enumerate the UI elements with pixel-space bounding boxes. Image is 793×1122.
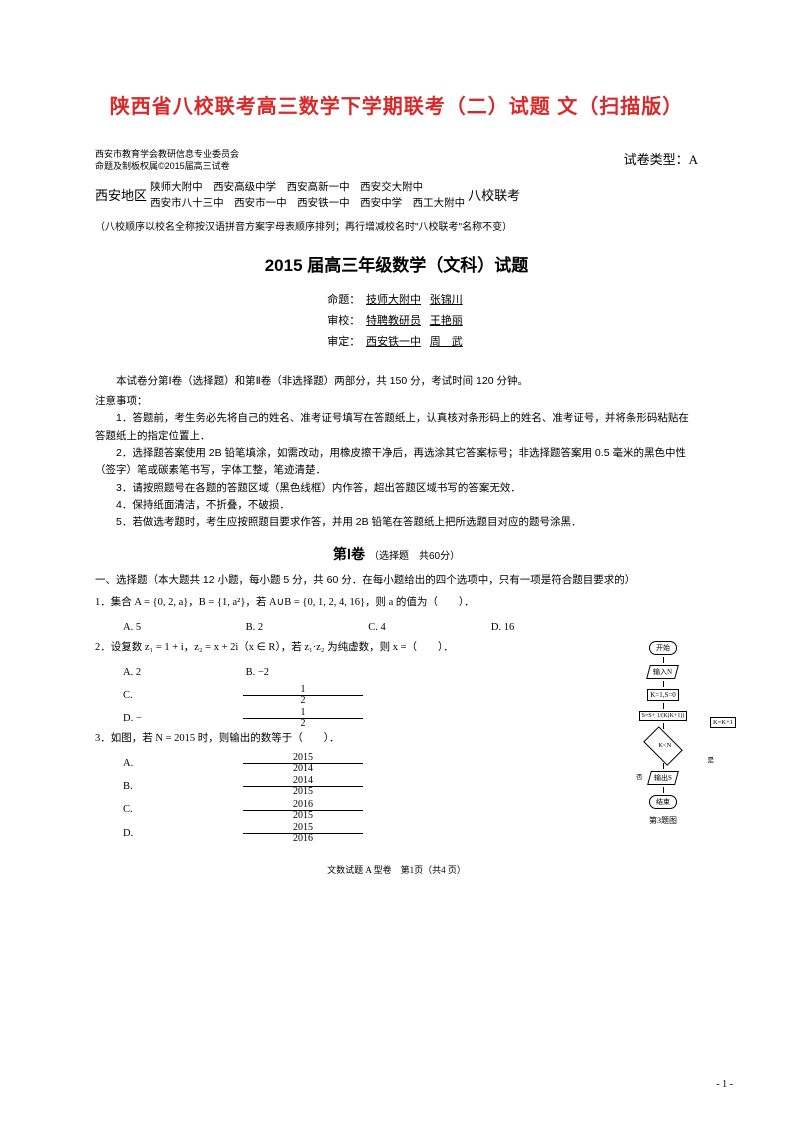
q2-opt-a: A. 2 xyxy=(123,661,243,684)
notice-2: 2．选择题答案使用 2B 铅笔填涂，如需改动，用橡皮擦干净后，再选涂其它答案标号… xyxy=(95,445,698,480)
q3a-den: 2014 xyxy=(243,764,363,774)
q3c-prefix: C. xyxy=(123,798,243,821)
flowchart: 开始 输入N K=1,S=0 S=S+ 1/(K(K+1)) K=K+1 K<N… xyxy=(618,639,708,826)
q2-opt-c: C. 12 xyxy=(123,684,363,707)
q3-opt-c: C. 20162015 xyxy=(123,798,363,821)
q2d-den: 2 xyxy=(243,719,363,729)
question-2: 2．设复数 z₁ = 1 + i，z₂ = x + 2i（x ∈ R），若 z₁… xyxy=(95,639,698,657)
c1-school: 技师大附中 xyxy=(363,294,424,306)
meta-line2: 命题及制板权属©2015届高三试卷 xyxy=(95,161,239,173)
fc-caption: 第3题图 xyxy=(618,815,708,826)
credits: 命题： 技师大附中 张锦川 审校： 特聘教研员 王艳丽 审定： 西安铁一中 周 … xyxy=(95,290,698,353)
fc-cond: K<N xyxy=(643,727,683,767)
q3b-den: 2015 xyxy=(243,787,363,797)
section-1-head: 第Ⅰ卷 （选择题 共60分） xyxy=(95,544,698,564)
q2-opt-d: D. −12 xyxy=(123,707,363,730)
schools: 陕师大附中 西安高级中学 西安高新一中 西安交大附中 西安市八十三中 西安市一中… xyxy=(150,180,465,212)
question-3: 3．如图，若 N = 2015 时，则输出的数等于（ ）． xyxy=(95,730,698,748)
fc-input: 输入N xyxy=(647,665,680,679)
section-1-sub: （选择题 共60分） xyxy=(369,551,460,562)
q1-opt-c: C. 4 xyxy=(368,616,488,639)
section-1-title: 第Ⅰ卷 xyxy=(333,546,365,562)
q3d-num: 2015 xyxy=(243,823,363,834)
notice-3: 3．请按照题号在各题的答题区域（黑色线框）内作答，超出答题区域书写的答案无效． xyxy=(95,480,698,497)
meta-left: 西安市教育学会教研信息专业委员会 命题及制板权属©2015届高三试卷 xyxy=(95,149,239,172)
c3-label: 审定： xyxy=(327,336,360,348)
q2-opt-b: B. −2 xyxy=(246,661,366,684)
fc-init: K=1,S=0 xyxy=(647,689,679,701)
question-1: 1．集合 A = {0, 2, a}，B = {1, a²}，若 A∪B = {… xyxy=(95,594,698,612)
c1-name: 张锦川 xyxy=(427,294,466,306)
notice-1: 1．答题前，考生务必先将自己的姓名、准考证号填写在答题纸上，认真核对条形码上的姓… xyxy=(95,410,698,445)
credit-row3: 审定： 西安铁一中 周 武 xyxy=(95,332,698,353)
q3-opt-a: A. 20152014 xyxy=(123,752,363,775)
fc-no: 否 xyxy=(636,771,643,781)
fc-line xyxy=(663,763,664,769)
fc-output: 输出S xyxy=(647,771,679,785)
c2-school: 特聘教研员 xyxy=(363,315,424,327)
region-row: 西安地区 陕师大附中 西安高级中学 西安高新一中 西安交大附中 西安市八十三中 … xyxy=(95,180,698,212)
q3b-prefix: B. xyxy=(123,775,243,798)
q1-opt-b: B. 2 xyxy=(246,616,366,639)
q1-opt-a: A. 5 xyxy=(123,616,243,639)
q2c-prefix: C. xyxy=(123,684,243,707)
fc-line xyxy=(663,657,664,663)
q3-opt-d: D. 20152016 xyxy=(123,822,363,845)
q2-wrapper: 2．设复数 z₁ = 1 + i，z₂ = x + 2i（x ∈ R），若 z₁… xyxy=(95,639,698,844)
fc-line xyxy=(663,681,664,687)
c1-label: 命题： xyxy=(327,294,360,306)
paper-type: 试卷类型：A xyxy=(624,149,698,168)
meta-line1: 西安市教育学会教研信息专业委员会 xyxy=(95,149,239,161)
fc-line xyxy=(663,703,664,709)
fc-inc: K=K+1 xyxy=(710,717,736,728)
q1-options: A. 5 B. 2 C. 4 D. 16 xyxy=(95,616,698,639)
q3c-num: 2016 xyxy=(243,800,363,811)
notice-4: 4．保持纸面清洁，不折叠，不破损． xyxy=(95,497,698,514)
c3-school: 西安铁一中 xyxy=(363,336,424,348)
main-title: 陕西省八校联考高三数学下学期联考（二）试题 文（扫描版） xyxy=(95,90,698,119)
notice-head: 注意事项： xyxy=(95,393,698,408)
fc-end: 结束 xyxy=(649,795,677,809)
credit-row2: 审校： 特聘教研员 王艳丽 xyxy=(95,311,698,332)
q3-opt-b: B. 20142015 xyxy=(123,775,363,798)
page-number: - 1 - xyxy=(716,1079,733,1090)
intro: 本试卷分第Ⅰ卷（选择题）和第Ⅱ卷（非选择题）两部分，共 150 分，考试时间 1… xyxy=(95,373,698,391)
c3-name: 周 武 xyxy=(427,336,466,348)
fc-yes: 是 xyxy=(708,754,715,764)
c2-name: 王艳丽 xyxy=(427,315,466,327)
meta-row: 西安市教育学会教研信息专业委员会 命题及制板权属©2015届高三试卷 试卷类型：… xyxy=(95,149,698,172)
q3c-den: 2015 xyxy=(243,811,363,821)
schools-l2: 西安市八十三中 西安市一中 西安铁一中 西安中学 西工大附中 xyxy=(150,197,465,209)
q3a-prefix: A. xyxy=(123,752,243,775)
fc-line xyxy=(663,787,664,793)
schools-l1: 陕师大附中 西安高级中学 西安高新一中 西安交大附中 xyxy=(150,181,423,193)
q3-options: A. 20152014 B. 20142015 C. 20162015 D. 2… xyxy=(95,752,698,844)
bracket-note: （八校顺序以校名全称按汉语拼音方案字母表顺序排列；再行增减校名时"八校联考"名称… xyxy=(95,218,698,233)
footer: 文数试题 A 型卷 第1页（共4 页） xyxy=(95,863,698,876)
fc-start: 开始 xyxy=(649,641,677,655)
c2-label: 审校： xyxy=(327,315,360,327)
fc-line xyxy=(663,723,664,729)
q2d-prefix: D. − xyxy=(123,707,243,730)
q1-opt-d: D. 16 xyxy=(491,616,611,639)
q2-options: A. 2 B. −2 C. 12 D. −12 xyxy=(95,661,698,730)
fc-body: S=S+ 1/(K(K+1)) xyxy=(639,711,688,721)
q3d-prefix: D. xyxy=(123,822,243,845)
region-suffix: 八校联考 xyxy=(468,186,520,206)
credit-row1: 命题： 技师大附中 张锦川 xyxy=(95,290,698,311)
exam-title: 2015 届高三年级数学（文科）试题 xyxy=(95,251,698,276)
mc-instruction: 一、选择题（本大题共 12 小题，每小题 5 分，共 60 分．在每小题给出的四… xyxy=(95,572,698,589)
q2c-den: 2 xyxy=(243,696,363,706)
q3d-den: 2016 xyxy=(243,834,363,844)
region-label: 西安地区 xyxy=(95,186,147,206)
notice-5: 5．若做选考题时，考生应按照题目要求作答，并用 2B 铅笔在答题纸上把所选题目对… xyxy=(95,514,698,531)
